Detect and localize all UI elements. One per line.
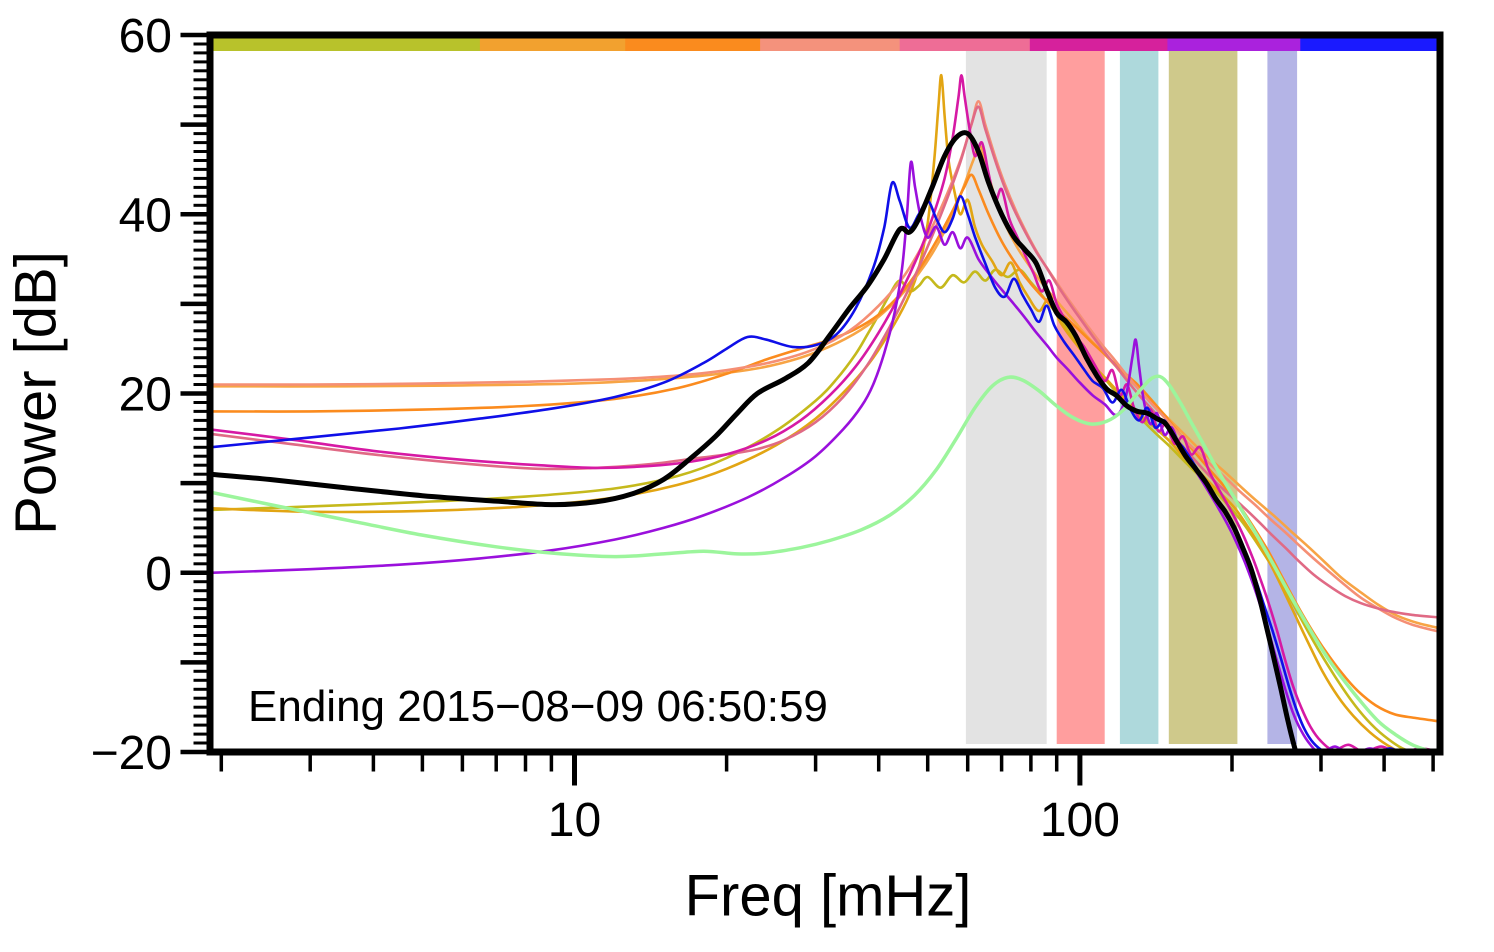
x-tick-label: 100 <box>1040 794 1120 847</box>
spectra <box>210 73 1440 752</box>
colorbar-segment <box>899 37 1031 51</box>
colorbar-segment <box>1029 37 1169 51</box>
y-tick-label: 20 <box>119 369 172 422</box>
x-axis-ticks <box>219 755 1435 786</box>
band-gray <box>965 51 1047 744</box>
band-olive <box>1168 51 1238 744</box>
series-gold <box>210 73 1430 752</box>
x-tick-label: 10 <box>548 794 601 847</box>
y-tick-label: 60 <box>119 10 172 63</box>
x-axis-title: Freq [mHz] <box>684 863 972 929</box>
colorbar-segment <box>1300 37 1441 51</box>
colorbar-segment <box>479 37 627 51</box>
plot-frame <box>206 31 1444 756</box>
colorbar-segment <box>210 37 481 51</box>
y-axis-ticks <box>180 32 207 755</box>
series-pink <box>210 105 1440 619</box>
y-axis-title: Power [dB] <box>3 251 69 535</box>
colorbar-segment <box>625 37 762 51</box>
y-tick-label: −20 <box>91 727 172 780</box>
series-blue <box>210 180 1439 752</box>
colorbar-segment <box>1167 37 1302 51</box>
y-tick-label: 40 <box>119 189 172 242</box>
y-tick-labels: 60 40 20 0 −20 <box>91 10 172 780</box>
ending-timestamp: Ending 2015−08−09 06:50:59 <box>248 682 828 731</box>
series-purple <box>210 160 1430 752</box>
y-tick-label: 0 <box>145 548 172 601</box>
series-salmon <box>210 100 1440 634</box>
frequency-colorbar <box>210 37 1441 51</box>
series-orange2 <box>210 144 1440 630</box>
x-tick-labels: 10 100 <box>548 794 1120 847</box>
series-black-mean <box>210 130 1299 752</box>
series-lightgreen <box>210 374 1435 752</box>
colorbar-segment <box>760 37 901 51</box>
